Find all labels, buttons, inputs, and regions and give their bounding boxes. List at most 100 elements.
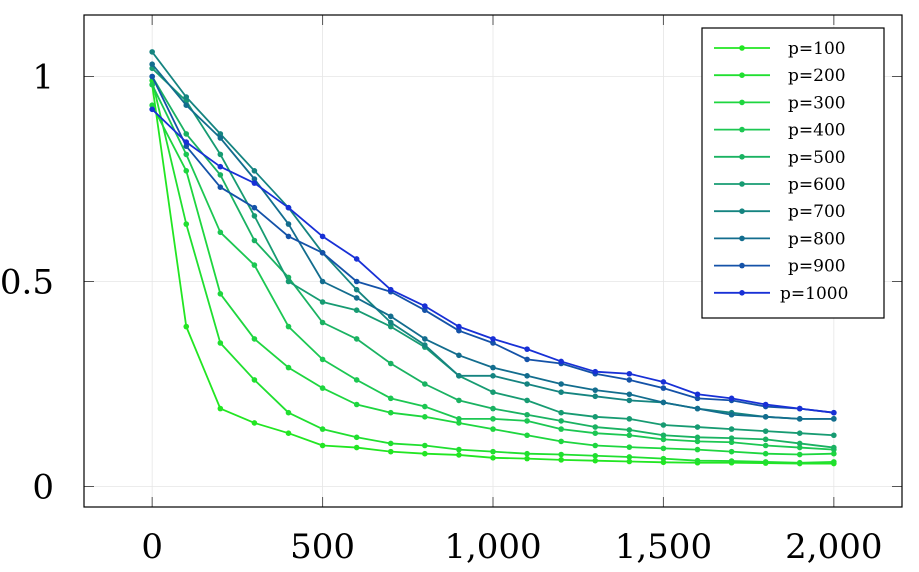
data-point xyxy=(422,381,428,387)
data-point xyxy=(456,452,462,458)
data-point xyxy=(524,356,530,363)
legend-swatch-marker xyxy=(739,208,745,214)
data-point xyxy=(353,377,360,383)
data-point xyxy=(353,278,360,285)
data-point xyxy=(524,346,530,352)
data-point xyxy=(558,426,564,432)
data-point xyxy=(694,405,701,412)
data-point xyxy=(524,418,530,424)
legend-label: p=600 xyxy=(788,175,846,195)
data-point xyxy=(217,229,224,236)
data-point xyxy=(558,389,564,396)
data-point xyxy=(694,457,701,464)
data-point xyxy=(490,389,496,396)
data-point xyxy=(626,391,633,398)
data-point xyxy=(353,295,360,301)
data-point xyxy=(490,426,496,432)
data-point xyxy=(762,442,769,449)
data-point xyxy=(456,397,462,404)
data-point xyxy=(490,340,496,346)
data-point xyxy=(558,381,564,387)
data-point xyxy=(387,448,394,455)
data-point xyxy=(251,420,258,426)
data-point xyxy=(728,426,735,432)
data-point xyxy=(285,323,292,330)
data-point xyxy=(592,414,599,420)
data-point xyxy=(660,455,667,462)
legend-entry: p=1000 xyxy=(714,284,848,304)
data-point xyxy=(490,405,496,412)
data-point xyxy=(728,411,735,418)
legend-swatch-marker xyxy=(739,290,745,296)
data-point xyxy=(660,432,667,439)
legend-entry: p=600 xyxy=(714,175,846,195)
data-point xyxy=(353,307,360,314)
data-point xyxy=(251,237,258,244)
data-point xyxy=(626,454,633,460)
data-point xyxy=(422,303,428,309)
x-tick-label: 2,000 xyxy=(785,527,882,567)
data-point xyxy=(490,336,496,342)
plot-frame xyxy=(83,14,903,508)
data-point xyxy=(524,455,530,462)
legend-swatch-marker xyxy=(739,126,745,133)
data-point xyxy=(728,448,735,455)
data-point xyxy=(490,455,496,461)
legend-entry: p=900 xyxy=(714,257,846,277)
series-p-800 xyxy=(149,61,837,422)
data-point xyxy=(217,172,224,178)
legend-label: p=800 xyxy=(788,229,846,249)
data-point xyxy=(592,442,599,449)
data-point xyxy=(422,336,428,342)
data-point xyxy=(422,307,428,314)
data-point xyxy=(387,395,394,402)
data-point xyxy=(353,286,360,293)
data-point xyxy=(217,151,224,158)
series-p-900 xyxy=(149,73,837,416)
legend-entry: p=100 xyxy=(714,39,846,59)
series-p-200 xyxy=(149,77,837,466)
legend-swatch-marker xyxy=(739,72,745,78)
data-point xyxy=(660,379,667,385)
data-point xyxy=(319,426,326,432)
x-tick-label: 1,500 xyxy=(615,527,712,567)
data-point xyxy=(251,180,258,186)
data-point xyxy=(831,432,837,439)
data-point xyxy=(217,184,224,190)
data-point xyxy=(490,448,496,455)
legend-entry: p=200 xyxy=(714,66,846,86)
legend-label: p=200 xyxy=(788,66,846,86)
data-point xyxy=(660,436,667,443)
data-point xyxy=(762,436,769,443)
legend-swatch-marker xyxy=(739,154,745,160)
data-point xyxy=(728,435,735,441)
series-p-1000 xyxy=(149,106,837,416)
y-tick-label: 0 xyxy=(32,468,54,508)
legend: p=100 p=200 p=300 p=400 p=500 p=600 p=700 p=800… xyxy=(701,27,885,319)
data-point xyxy=(524,432,530,439)
data-point xyxy=(422,442,428,449)
data-point xyxy=(831,459,837,465)
data-point xyxy=(626,444,633,450)
data-point xyxy=(456,446,462,453)
legend-swatch-marker xyxy=(739,99,745,106)
data-point xyxy=(762,450,769,457)
x-tick-label: 1,000 xyxy=(444,527,541,567)
data-point xyxy=(831,444,837,451)
data-point xyxy=(251,176,258,182)
x-tick-label: 500 xyxy=(290,527,355,567)
data-point xyxy=(285,221,292,227)
data-point xyxy=(149,49,155,55)
data-point xyxy=(217,163,224,170)
data-point xyxy=(387,286,394,293)
data-point xyxy=(319,385,326,391)
data-point xyxy=(592,424,599,430)
data-point xyxy=(694,424,701,430)
data-point xyxy=(285,430,292,437)
data-point xyxy=(285,204,292,211)
data-point xyxy=(217,135,224,141)
data-point xyxy=(387,319,394,326)
data-point xyxy=(660,385,667,391)
data-point xyxy=(524,397,530,404)
